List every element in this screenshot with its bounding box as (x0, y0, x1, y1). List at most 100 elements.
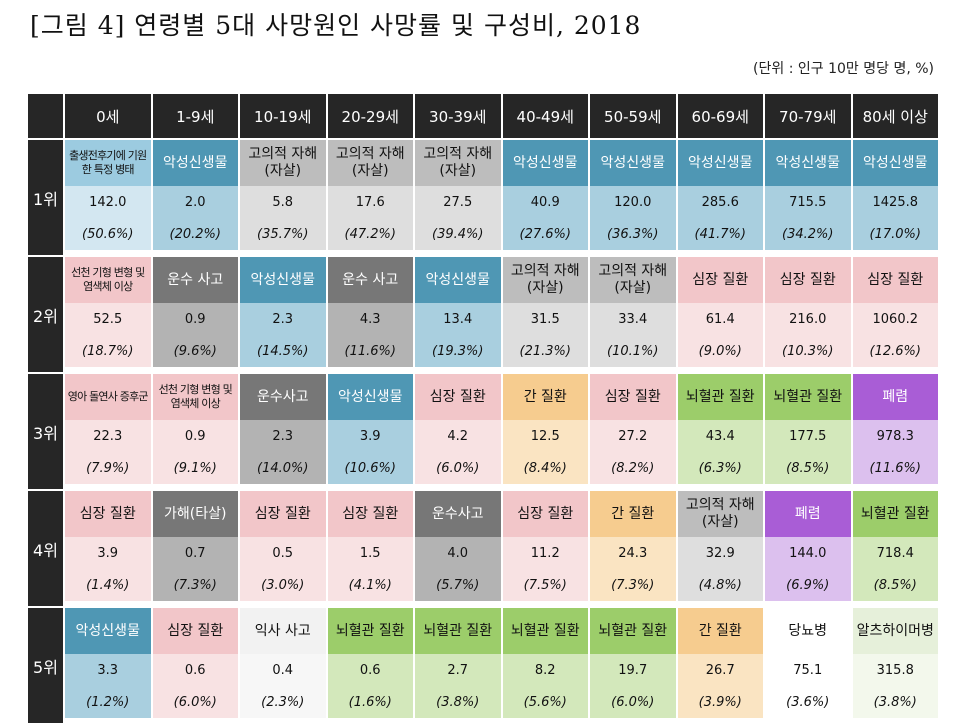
age-group-header: 70-79세 (765, 94, 851, 138)
cause-cell-content: 출생전후기에 기원한 특정 병태 142.0 (50.6%) (65, 140, 151, 250)
cause-cell: 악성신생물 3.9 (10.6%) (327, 374, 413, 489)
death-rate: 52.5 (65, 303, 151, 335)
cause-cell: 뇌혈관 질환 8.2 (5.6%) (502, 608, 588, 723)
cause-name: 선천 기형 변형 및 염색체 이상 (65, 257, 151, 303)
cause-cell-content: 선천 기형 변형 및 염색체 이상 52.5 (18.7%) (65, 257, 151, 367)
cause-cell: 뇌혈관 질환 2.7 (3.8%) (415, 608, 501, 723)
death-rate: 177.5 (765, 420, 851, 452)
cause-cell: 심장 질환 61.4 (9.0%) (677, 257, 763, 372)
cause-name: 심장 질환 (415, 374, 501, 420)
cause-cell-content: 악성신생물 120.0 (36.3%) (590, 140, 676, 250)
cause-name: 운수사고 (415, 491, 501, 537)
cause-name: 심장 질환 (590, 374, 676, 420)
death-rate: 285.6 (677, 186, 763, 218)
cause-name: 악성신생물 (852, 140, 938, 186)
cause-name: 악성신생물 (415, 257, 501, 303)
cause-cell-content: 고의적 자해(자살) 27.5 (39.4%) (415, 140, 501, 250)
cause-name: 뇌혈관 질환 (677, 374, 763, 420)
cause-name: 심장 질환 (327, 491, 413, 537)
cause-cell: 뇌혈관 질환 43.4 (6.3%) (677, 374, 763, 489)
death-rate: 8.2 (502, 654, 588, 686)
cause-cell: 간 질환 24.3 (7.3%) (590, 491, 676, 606)
death-rate: 27.2 (590, 420, 676, 452)
cause-cell: 간 질환 12.5 (8.4%) (502, 374, 588, 489)
cause-cell-content: 고의적 자해(자살) 5.8 (35.7%) (240, 140, 326, 250)
cause-cell-content: 뇌혈관 질환 43.4 (6.3%) (677, 374, 763, 484)
cause-cell-content: 당뇨병 75.1 (3.6%) (765, 608, 851, 718)
cause-cell-content: 악성신생물 2.0 (20.2%) (152, 140, 238, 250)
cause-cell-content: 간 질환 12.5 (8.4%) (502, 374, 588, 484)
death-rate: 5.8 (240, 186, 326, 218)
cause-cell: 악성신생물 285.6 (41.7%) (677, 140, 763, 255)
death-rate: 61.4 (677, 303, 763, 335)
death-rate: 0.7 (152, 537, 238, 569)
cause-name: 익사 사고 (240, 608, 326, 654)
cause-cell: 운수사고 4.0 (5.7%) (415, 491, 501, 606)
cause-cell: 폐렴 144.0 (6.9%) (765, 491, 851, 606)
composition-pct: (36.3%) (590, 218, 676, 250)
cause-cell: 폐렴 978.3 (11.6%) (852, 374, 938, 489)
death-rate: 216.0 (765, 303, 851, 335)
cause-name: 고의적 자해(자살) (502, 257, 588, 303)
cause-name: 가해(타살) (152, 491, 238, 537)
death-rate: 3.3 (65, 654, 151, 686)
rank-label: 1위 (28, 140, 63, 255)
age-group-header: 0세 (65, 94, 151, 138)
cause-cell-content: 운수 사고 4.3 (11.6%) (327, 257, 413, 367)
death-rate: 715.5 (765, 186, 851, 218)
header-row: 0세 1-9세 10-19세 20-29세 30-39세 40-49세 50-59세 60-6… (28, 94, 938, 138)
cause-name: 폐렴 (852, 374, 938, 420)
cause-cell-content: 알츠하이머병 315.8 (3.8%) (852, 608, 938, 718)
cause-name: 출생전후기에 기원한 특정 병태 (65, 140, 151, 186)
cause-cell-content: 악성신생물 1425.8 (17.0%) (852, 140, 938, 250)
cause-cell-content: 심장 질환 11.2 (7.5%) (502, 491, 588, 601)
death-rate: 144.0 (765, 537, 851, 569)
cause-cell-content: 악성신생물 2.3 (14.5%) (240, 257, 326, 367)
composition-pct: (2.3%) (240, 686, 326, 718)
death-rate: 2.0 (152, 186, 238, 218)
cause-cell-content: 심장 질환 27.2 (8.2%) (590, 374, 676, 484)
death-rate: 4.3 (327, 303, 413, 335)
composition-pct: (8.2%) (590, 452, 676, 484)
composition-pct: (6.0%) (415, 452, 501, 484)
death-rate: 24.3 (590, 537, 676, 569)
cause-name: 악성신생물 (327, 374, 413, 420)
composition-pct: (9.0%) (677, 335, 763, 367)
cause-cell: 악성신생물 2.3 (14.5%) (240, 257, 326, 372)
cause-cell-content: 뇌혈관 질환 2.7 (3.8%) (415, 608, 501, 718)
composition-pct: (47.2%) (327, 218, 413, 250)
composition-pct: (8.4%) (502, 452, 588, 484)
cause-cell: 심장 질환 0.5 (3.0%) (240, 491, 326, 606)
death-rate: 11.2 (502, 537, 588, 569)
composition-pct: (3.8%) (852, 686, 938, 718)
rank-row: 1위 출생전후기에 기원한 특정 병태 142.0 (50.6%) 악성신생물 2.0 (2… (28, 140, 938, 255)
death-rate: 17.6 (327, 186, 413, 218)
death-rate: 1425.8 (852, 186, 938, 218)
cause-cell: 고의적 자해(자살) 17.6 (47.2%) (327, 140, 413, 255)
cause-cell-content: 고의적 자해(자살) 32.9 (4.8%) (677, 491, 763, 601)
cause-name: 알츠하이머병 (852, 608, 938, 654)
cause-name: 악성신생물 (65, 608, 151, 654)
cause-name: 고의적 자해(자살) (590, 257, 676, 303)
cause-cell-content: 폐렴 144.0 (6.9%) (765, 491, 851, 601)
cause-name: 악성신생물 (590, 140, 676, 186)
death-rate: 2.3 (240, 420, 326, 452)
cause-cell: 간 질환 26.7 (3.9%) (677, 608, 763, 723)
death-rate: 0.9 (152, 420, 238, 452)
composition-pct: (6.3%) (677, 452, 763, 484)
cause-cell-content: 고의적 자해(자살) 31.5 (21.3%) (502, 257, 588, 367)
cause-cell: 악성신생물 13.4 (19.3%) (415, 257, 501, 372)
cause-cell-content: 뇌혈관 질환 8.2 (5.6%) (502, 608, 588, 718)
cause-name: 심장 질환 (677, 257, 763, 303)
rank-label: 5위 (28, 608, 63, 723)
age-group-header: 30-39세 (415, 94, 501, 138)
cause-cell-content: 뇌혈관 질환 718.4 (8.5%) (852, 491, 938, 601)
composition-pct: (11.6%) (327, 335, 413, 367)
death-rate: 0.6 (327, 654, 413, 686)
composition-pct: (3.8%) (415, 686, 501, 718)
cause-cell: 심장 질환 27.2 (8.2%) (590, 374, 676, 489)
cause-cell: 뇌혈관 질환 0.6 (1.6%) (327, 608, 413, 723)
death-rate: 2.7 (415, 654, 501, 686)
age-group-header: 60-69세 (677, 94, 763, 138)
death-rate: 33.4 (590, 303, 676, 335)
